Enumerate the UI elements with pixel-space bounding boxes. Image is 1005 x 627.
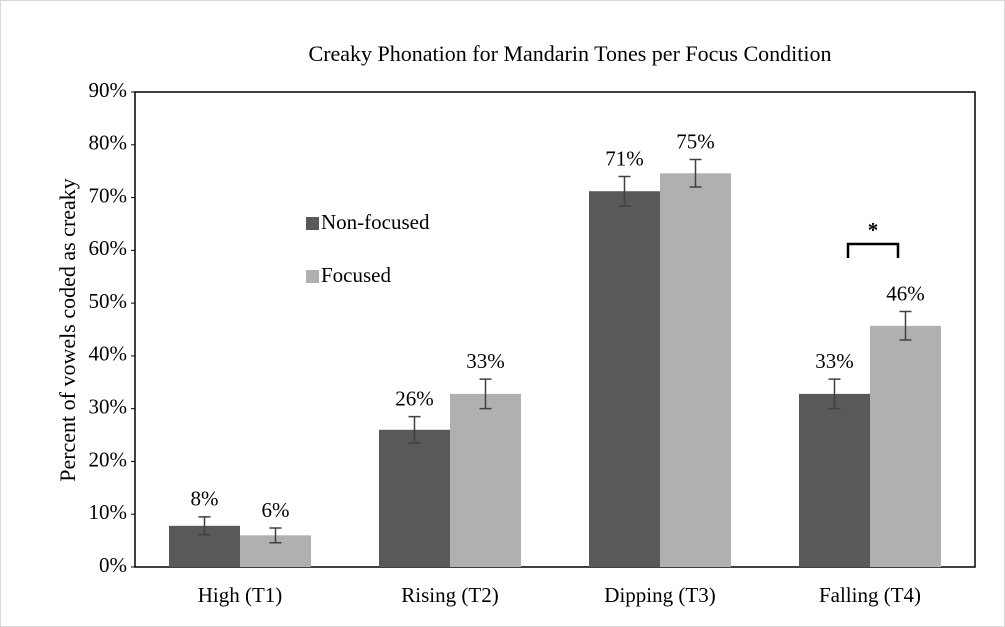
x-tick-label: High (T1) [198,583,283,607]
data-label: 33% [815,349,854,373]
data-label: 8% [191,487,219,511]
y-tick-label: 60% [89,236,128,260]
y-tick-label: 0% [99,553,127,577]
data-label: 75% [676,129,715,153]
y-tick-label: 80% [89,131,128,155]
data-label: 26% [395,386,434,410]
y-axis-label: Percent of vowels coded as creaky [55,178,80,482]
y-tick-label: 40% [89,342,128,366]
x-tick-label: Dipping (T3) [604,583,715,607]
legend-swatch [306,270,319,283]
bar [799,393,870,567]
data-label: 71% [605,146,644,170]
x-tick-label: Rising (T2) [401,583,498,607]
error-bar [618,175,631,207]
data-label: 46% [886,281,925,305]
y-tick-label: 20% [89,447,128,471]
legend-label: Focused [321,263,391,287]
x-tick-label: Falling (T4) [819,583,921,607]
error-bar [198,516,211,536]
chart-title: Creaky Phonation for Mandarin Tones per … [309,41,832,66]
data-label: 33% [466,349,505,373]
legend-swatch [306,217,319,230]
significance-bracket [846,242,900,258]
error-bar [689,158,702,188]
error-bar [899,310,912,341]
plot-area [134,91,976,568]
error-bar [828,378,841,410]
y-tick-label: 50% [89,289,128,313]
error-bar [269,527,282,544]
error-bar [479,378,492,410]
bar [589,191,660,567]
bar [379,429,450,567]
bar [870,325,941,567]
y-tick-label: 70% [89,183,128,207]
data-label: 6% [262,498,290,522]
bar [660,173,731,567]
annotation: * [868,218,879,242]
y-tick-label: 30% [89,394,128,418]
y-tick-label: 90% [89,78,128,102]
y-tick-label: 10% [89,500,128,524]
legend-label: Non-focused [321,210,430,234]
bar [450,393,521,567]
error-bar [408,415,421,444]
